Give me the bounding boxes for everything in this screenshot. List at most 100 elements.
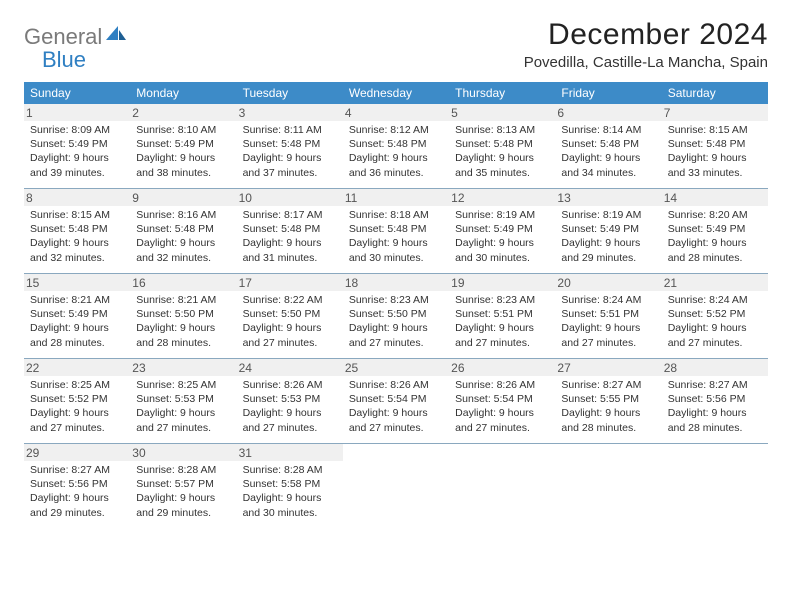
day-cell: 8Sunrise: 8:15 AMSunset: 5:48 PMDaylight… (24, 189, 130, 273)
sunset-line: Sunset: 5:48 PM (455, 137, 549, 151)
day-number: 16 (130, 274, 236, 291)
sunset-line: Sunset: 5:49 PM (136, 137, 230, 151)
daylight-line: Daylight: 9 hours and 27 minutes. (668, 321, 762, 349)
day-number: 5 (449, 104, 555, 121)
sunset-line: Sunset: 5:48 PM (243, 137, 337, 151)
sunset-line: Sunset: 5:48 PM (349, 137, 443, 151)
week-row: 29Sunrise: 8:27 AMSunset: 5:56 PMDayligh… (24, 443, 768, 528)
sunset-line: Sunset: 5:50 PM (349, 307, 443, 321)
empty-day-cell (662, 444, 768, 528)
day-cell: 26Sunrise: 8:26 AMSunset: 5:54 PMDayligh… (449, 359, 555, 443)
day-number: 15 (24, 274, 130, 291)
location-text: Povedilla, Castille-La Mancha, Spain (524, 54, 768, 71)
daylight-line: Daylight: 9 hours and 31 minutes. (243, 236, 337, 264)
sunset-line: Sunset: 5:49 PM (30, 137, 124, 151)
day-number: 18 (343, 274, 449, 291)
title-block: December 2024 Povedilla, Castille-La Man… (524, 18, 768, 71)
day-number: 11 (343, 189, 449, 206)
day-cell: 22Sunrise: 8:25 AMSunset: 5:52 PMDayligh… (24, 359, 130, 443)
daylight-line: Daylight: 9 hours and 27 minutes. (455, 406, 549, 434)
daylight-line: Daylight: 9 hours and 27 minutes. (349, 406, 443, 434)
dow-cell: Wednesday (343, 82, 449, 104)
sunrise-line: Sunrise: 8:13 AM (455, 123, 549, 137)
daylight-line: Daylight: 9 hours and 35 minutes. (455, 151, 549, 179)
sunrise-line: Sunrise: 8:16 AM (136, 208, 230, 222)
day-number: 29 (24, 444, 130, 461)
day-cell: 30Sunrise: 8:28 AMSunset: 5:57 PMDayligh… (130, 444, 236, 528)
day-cell: 15Sunrise: 8:21 AMSunset: 5:49 PMDayligh… (24, 274, 130, 358)
day-cell: 21Sunrise: 8:24 AMSunset: 5:52 PMDayligh… (662, 274, 768, 358)
day-cell: 23Sunrise: 8:25 AMSunset: 5:53 PMDayligh… (130, 359, 236, 443)
day-cell: 13Sunrise: 8:19 AMSunset: 5:49 PMDayligh… (555, 189, 661, 273)
sunset-line: Sunset: 5:48 PM (668, 137, 762, 151)
day-cell: 24Sunrise: 8:26 AMSunset: 5:53 PMDayligh… (237, 359, 343, 443)
dow-cell: Sunday (24, 82, 130, 104)
day-number: 27 (555, 359, 661, 376)
daylight-line: Daylight: 9 hours and 30 minutes. (349, 236, 443, 264)
day-cell: 1Sunrise: 8:09 AMSunset: 5:49 PMDaylight… (24, 104, 130, 188)
sunset-line: Sunset: 5:58 PM (243, 477, 337, 491)
daylight-line: Daylight: 9 hours and 27 minutes. (349, 321, 443, 349)
day-cell: 16Sunrise: 8:21 AMSunset: 5:50 PMDayligh… (130, 274, 236, 358)
daylight-line: Daylight: 9 hours and 27 minutes. (136, 406, 230, 434)
sunset-line: Sunset: 5:48 PM (561, 137, 655, 151)
sunrise-line: Sunrise: 8:28 AM (136, 463, 230, 477)
logo-sail-icon (106, 31, 126, 48)
day-number: 17 (237, 274, 343, 291)
day-cell: 31Sunrise: 8:28 AMSunset: 5:58 PMDayligh… (237, 444, 343, 528)
daylight-line: Daylight: 9 hours and 30 minutes. (455, 236, 549, 264)
sunset-line: Sunset: 5:56 PM (30, 477, 124, 491)
sunrise-line: Sunrise: 8:15 AM (30, 208, 124, 222)
sunrise-line: Sunrise: 8:19 AM (561, 208, 655, 222)
calendar-grid: SundayMondayTuesdayWednesdayThursdayFrid… (24, 82, 768, 528)
day-cell: 28Sunrise: 8:27 AMSunset: 5:56 PMDayligh… (662, 359, 768, 443)
header-row: General Blue December 2024 Povedilla, Ca… (24, 18, 768, 72)
daylight-line: Daylight: 9 hours and 28 minutes. (668, 406, 762, 434)
sunset-line: Sunset: 5:50 PM (136, 307, 230, 321)
sunrise-line: Sunrise: 8:25 AM (30, 378, 124, 392)
day-number: 8 (24, 189, 130, 206)
day-cell: 12Sunrise: 8:19 AMSunset: 5:49 PMDayligh… (449, 189, 555, 273)
sunrise-line: Sunrise: 8:24 AM (561, 293, 655, 307)
sunset-line: Sunset: 5:52 PM (668, 307, 762, 321)
sunrise-line: Sunrise: 8:19 AM (455, 208, 549, 222)
sunrise-line: Sunrise: 8:26 AM (349, 378, 443, 392)
sunrise-line: Sunrise: 8:27 AM (30, 463, 124, 477)
day-number: 13 (555, 189, 661, 206)
daylight-line: Daylight: 9 hours and 29 minutes. (136, 491, 230, 519)
day-cell: 2Sunrise: 8:10 AMSunset: 5:49 PMDaylight… (130, 104, 236, 188)
dow-cell: Friday (555, 82, 661, 104)
sunset-line: Sunset: 5:53 PM (136, 392, 230, 406)
daylight-line: Daylight: 9 hours and 27 minutes. (243, 321, 337, 349)
sunset-line: Sunset: 5:55 PM (561, 392, 655, 406)
sunrise-line: Sunrise: 8:18 AM (349, 208, 443, 222)
empty-day-cell (343, 444, 449, 528)
daylight-line: Daylight: 9 hours and 36 minutes. (349, 151, 443, 179)
day-cell: 11Sunrise: 8:18 AMSunset: 5:48 PMDayligh… (343, 189, 449, 273)
day-number: 24 (237, 359, 343, 376)
daylight-line: Daylight: 9 hours and 27 minutes. (561, 321, 655, 349)
sunset-line: Sunset: 5:49 PM (561, 222, 655, 236)
sunrise-line: Sunrise: 8:26 AM (243, 378, 337, 392)
sunset-line: Sunset: 5:54 PM (349, 392, 443, 406)
sunset-line: Sunset: 5:51 PM (455, 307, 549, 321)
sunrise-line: Sunrise: 8:26 AM (455, 378, 549, 392)
sunrise-line: Sunrise: 8:27 AM (561, 378, 655, 392)
day-cell: 20Sunrise: 8:24 AMSunset: 5:51 PMDayligh… (555, 274, 661, 358)
day-number: 26 (449, 359, 555, 376)
brand-part2: Blue (42, 47, 86, 72)
sunset-line: Sunset: 5:48 PM (136, 222, 230, 236)
day-number: 22 (24, 359, 130, 376)
day-number: 9 (130, 189, 236, 206)
dow-row: SundayMondayTuesdayWednesdayThursdayFrid… (24, 82, 768, 104)
daylight-line: Daylight: 9 hours and 28 minutes. (30, 321, 124, 349)
daylight-line: Daylight: 9 hours and 28 minutes. (136, 321, 230, 349)
day-number: 21 (662, 274, 768, 291)
day-number: 2 (130, 104, 236, 121)
week-row: 15Sunrise: 8:21 AMSunset: 5:49 PMDayligh… (24, 273, 768, 358)
daylight-line: Daylight: 9 hours and 29 minutes. (30, 491, 124, 519)
day-number: 19 (449, 274, 555, 291)
day-cell: 5 Sunrise: 8:13 AMSunset: 5:48 PMDaylight… (449, 104, 555, 188)
day-number: 30 (130, 444, 236, 461)
day-cell: 4Sunrise: 8:12 AMSunset: 5:48 PMDaylight… (343, 104, 449, 188)
